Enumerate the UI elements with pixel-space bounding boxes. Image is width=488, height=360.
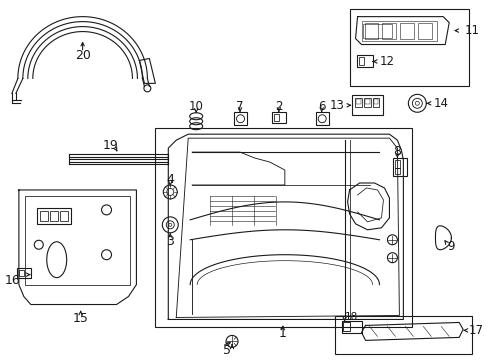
Bar xyxy=(363,98,370,107)
Text: 4: 4 xyxy=(166,172,174,185)
Bar xyxy=(364,23,378,39)
Bar xyxy=(342,323,349,332)
Text: 14: 14 xyxy=(432,97,447,110)
Bar xyxy=(393,158,407,176)
Bar xyxy=(356,55,372,67)
Text: 19: 19 xyxy=(102,139,118,152)
Bar xyxy=(37,208,71,224)
Bar xyxy=(354,98,361,107)
Text: 7: 7 xyxy=(236,100,244,113)
Bar xyxy=(60,211,67,221)
Text: 8: 8 xyxy=(393,145,401,158)
Text: 1: 1 xyxy=(278,327,286,340)
Bar xyxy=(362,24,392,37)
Text: 13: 13 xyxy=(329,99,344,112)
Bar xyxy=(273,114,278,121)
Bar xyxy=(271,112,285,123)
Bar xyxy=(382,23,396,39)
Bar xyxy=(358,58,363,66)
Bar xyxy=(373,99,378,104)
Text: 10: 10 xyxy=(188,100,203,113)
Bar xyxy=(155,128,411,328)
Bar xyxy=(355,99,360,104)
Bar xyxy=(19,270,24,276)
Text: 18: 18 xyxy=(344,312,358,323)
Bar xyxy=(364,99,369,104)
Text: 15: 15 xyxy=(73,312,88,325)
Bar xyxy=(341,321,361,333)
Text: 11: 11 xyxy=(464,24,479,37)
Bar xyxy=(351,95,383,115)
Bar xyxy=(50,211,58,221)
Bar xyxy=(334,316,471,354)
Bar xyxy=(395,168,400,174)
Bar xyxy=(400,23,413,39)
Bar xyxy=(40,211,48,221)
Text: 6: 6 xyxy=(317,100,325,113)
Text: 5: 5 xyxy=(223,344,231,357)
Bar xyxy=(395,160,400,168)
Bar xyxy=(17,268,31,278)
Bar xyxy=(349,9,468,86)
Text: 2: 2 xyxy=(275,100,282,113)
Bar xyxy=(315,112,328,125)
Bar xyxy=(361,21,436,41)
Text: 12: 12 xyxy=(379,55,394,68)
Bar xyxy=(417,23,431,39)
Text: 9: 9 xyxy=(447,240,454,253)
Text: 3: 3 xyxy=(166,235,174,248)
Bar xyxy=(25,196,130,285)
Text: 20: 20 xyxy=(75,49,90,62)
Bar xyxy=(234,112,246,125)
Bar xyxy=(372,98,379,107)
Text: 16: 16 xyxy=(5,274,20,287)
Text: 17: 17 xyxy=(468,324,483,337)
